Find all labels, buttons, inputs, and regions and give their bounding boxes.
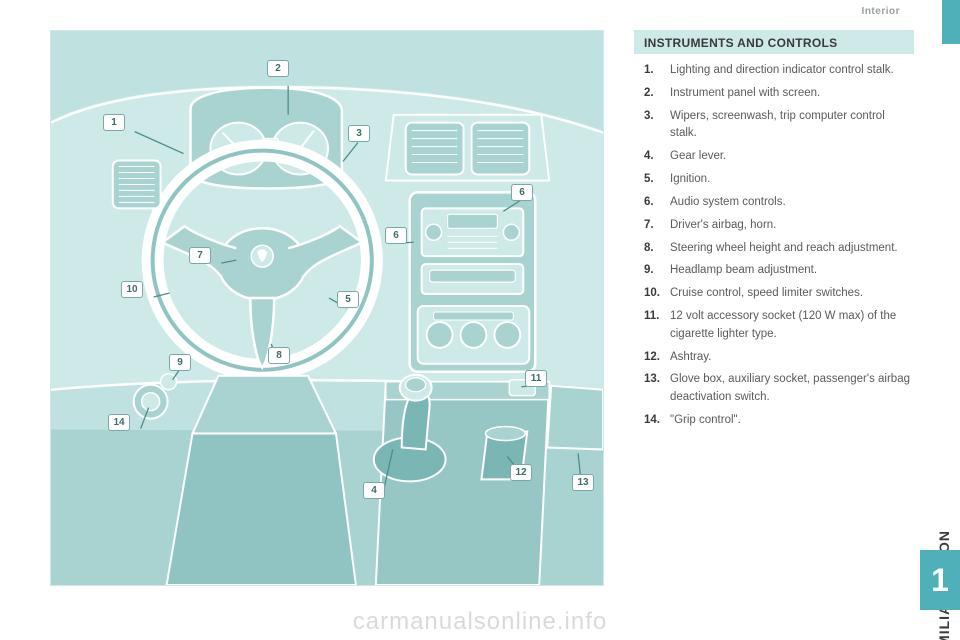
controls-item: 5.Ignition.: [644, 171, 910, 189]
item-number: 1.: [644, 62, 670, 80]
item-text: Ashtray.: [670, 349, 910, 367]
chapter-number: 1: [931, 562, 949, 599]
item-text: Instrument panel with screen.: [670, 85, 910, 103]
figure-callout: 1: [103, 114, 125, 131]
item-number: 14.: [644, 412, 670, 430]
controls-item: 14."Grip control".: [644, 412, 910, 430]
figure-callout: 6: [511, 184, 533, 201]
controls-item: 8.Steering wheel height and reach adjust…: [644, 240, 910, 258]
controls-item: 7.Driver's airbag, horn.: [644, 217, 910, 235]
item-text: 12 volt accessory socket (120 W max) of …: [670, 308, 910, 344]
item-number: 12.: [644, 349, 670, 367]
figure-callout: 11: [525, 370, 547, 387]
controls-item: 11.12 volt accessory socket (120 W max) …: [644, 308, 910, 344]
item-number: 4.: [644, 148, 670, 166]
figure-callout: 2: [267, 60, 289, 77]
controls-item: 3.Wipers, screenwash, trip computer cont…: [644, 108, 910, 144]
figure-callout: 12: [510, 464, 532, 481]
item-number: 6.: [644, 194, 670, 212]
watermark: carmanualsonline.info: [0, 608, 960, 636]
controls-item: 13.Glove box, auxiliary socket, passenge…: [644, 371, 910, 407]
item-number: 11.: [644, 308, 670, 344]
figure-callout: 13: [572, 474, 594, 491]
figure-callout: 4: [363, 482, 385, 499]
figure-callout: 6: [385, 227, 407, 244]
controls-item: 9.Headlamp beam adjustment.: [644, 262, 910, 280]
dashboard-illustration: [51, 31, 603, 585]
item-text: Gear lever.: [670, 148, 910, 166]
controls-item: 1.Lighting and direction indicator contr…: [644, 62, 910, 80]
item-number: 13.: [644, 371, 670, 407]
controls-item: 6.Audio system controls.: [644, 194, 910, 212]
controls-item: 2.Instrument panel with screen.: [644, 85, 910, 103]
figure-callout: 3: [348, 125, 370, 142]
section-header: Interior: [862, 6, 900, 17]
item-number: 10.: [644, 285, 670, 303]
item-text: "Grip control".: [670, 412, 910, 430]
item-text: Steering wheel height and reach adjustme…: [670, 240, 910, 258]
item-text: Headlamp beam adjustment.: [670, 262, 910, 280]
item-number: 7.: [644, 217, 670, 235]
controls-panel: INSTRUMENTS AND CONTROLS 1.Lighting and …: [634, 30, 914, 435]
controls-item: 10.Cruise control, speed limiter switche…: [644, 285, 910, 303]
manual-page: { "header": { "top_right": "Interior" },…: [0, 0, 960, 640]
figure-callout: 14: [108, 414, 130, 431]
item-number: 2.: [644, 85, 670, 103]
chapter-number-box: 1: [920, 550, 960, 610]
item-text: Cruise control, speed limiter switches.: [670, 285, 910, 303]
item-number: 9.: [644, 262, 670, 280]
panel-title: INSTRUMENTS AND CONTROLS: [634, 30, 914, 54]
item-text: Glove box, auxiliary socket, passenger's…: [670, 371, 910, 407]
figure-callout: 10: [121, 281, 143, 298]
dashboard-figure: 12345667891011121314: [50, 30, 604, 586]
item-number: 8.: [644, 240, 670, 258]
page-edge-gap: [942, 44, 960, 48]
item-text: Driver's airbag, horn.: [670, 217, 910, 235]
item-text: Wipers, screenwash, trip computer contro…: [670, 108, 910, 144]
figure-callout: 8: [268, 347, 290, 364]
item-number: 5.: [644, 171, 670, 189]
item-text: Ignition.: [670, 171, 910, 189]
item-number: 3.: [644, 108, 670, 144]
item-text: Audio system controls.: [670, 194, 910, 212]
figure-callout: 7: [189, 247, 211, 264]
controls-item: 12.Ashtray.: [644, 349, 910, 367]
figure-callout: 9: [169, 354, 191, 371]
item-text: Lighting and direction indicator control…: [670, 62, 910, 80]
panel-body: 1.Lighting and direction indicator contr…: [634, 54, 914, 430]
page-edge-accent: [942, 0, 960, 44]
figure-callout: 5: [337, 291, 359, 308]
controls-item: 4.Gear lever.: [644, 148, 910, 166]
